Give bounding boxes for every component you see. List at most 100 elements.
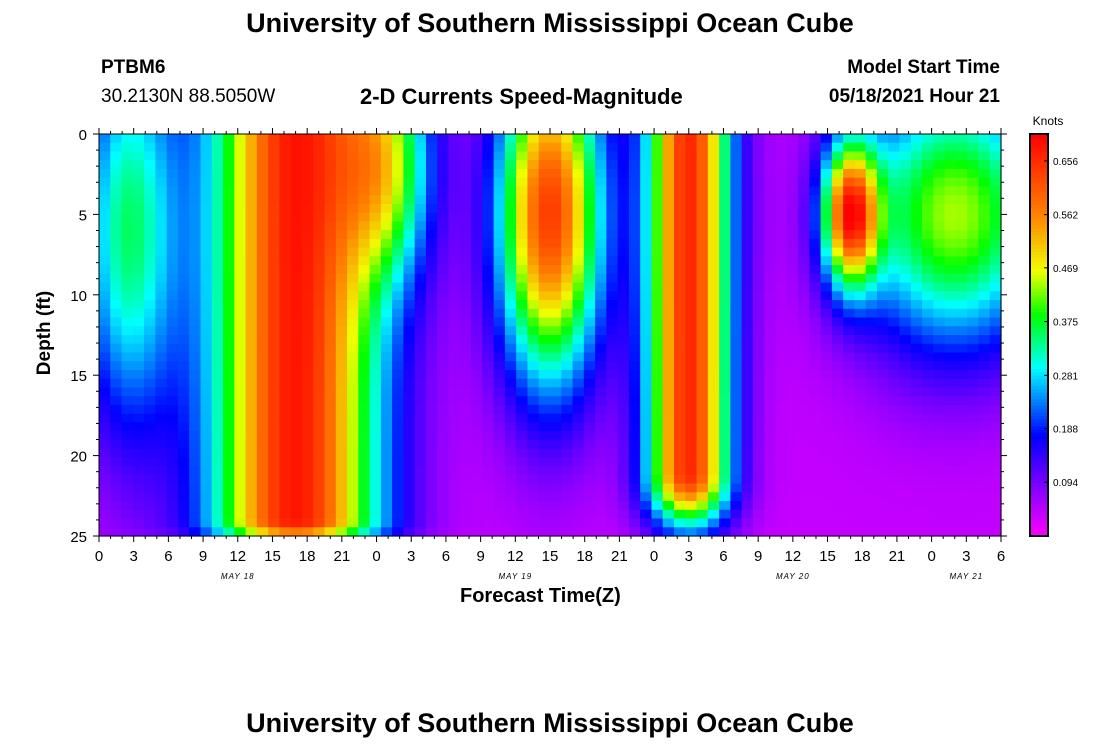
heatmap-cell — [167, 422, 179, 431]
heatmap-cell — [584, 151, 596, 160]
heatmap-cell — [178, 300, 190, 309]
heatmap-cell — [325, 204, 337, 213]
heatmap-cell — [539, 519, 551, 528]
heatmap-cell — [200, 213, 212, 222]
heatmap-cell — [403, 370, 415, 379]
day-label: MAY 18 — [221, 572, 255, 581]
heatmap-cell — [606, 422, 618, 431]
heatmap-cell — [403, 169, 415, 178]
heatmap-cell — [922, 414, 934, 423]
heatmap-cell — [325, 510, 337, 519]
heatmap-cell — [776, 414, 788, 423]
heatmap-cell — [809, 414, 821, 423]
heatmap-cell — [651, 484, 663, 493]
heatmap-cell — [573, 309, 585, 318]
heatmap-cell — [787, 370, 799, 379]
heatmap-cell — [471, 221, 483, 230]
heatmap-cell — [843, 422, 855, 431]
heatmap-cell — [325, 221, 337, 230]
heatmap-cell — [257, 143, 269, 152]
heatmap-cell — [178, 326, 190, 335]
heatmap-cell — [866, 256, 878, 265]
heatmap-cell — [606, 221, 618, 230]
heatmap-cell — [268, 449, 280, 458]
heatmap-cell — [279, 291, 291, 300]
day-label: MAY 20 — [776, 572, 810, 581]
heatmap-cell — [212, 230, 224, 239]
heatmap-cell — [122, 160, 134, 169]
heatmap-cell — [730, 326, 742, 335]
heatmap-cell — [956, 274, 968, 283]
heatmap-cell — [178, 466, 190, 475]
heatmap-cell — [753, 422, 765, 431]
heatmap-cell — [325, 283, 337, 292]
heatmap-cell — [606, 414, 618, 423]
heatmap-cell — [809, 195, 821, 204]
heatmap-cell — [787, 510, 799, 519]
heatmap-cell — [561, 370, 573, 379]
heatmap-cell — [200, 160, 212, 169]
heatmap-cell — [753, 431, 765, 440]
heatmap-cell — [945, 440, 957, 449]
heatmap-cell — [809, 291, 821, 300]
heatmap-cell — [223, 326, 235, 335]
heatmap-cell — [606, 527, 618, 536]
heatmap-cell — [403, 501, 415, 510]
heatmap-cell — [155, 519, 167, 528]
heatmap-cell — [877, 239, 889, 248]
heatmap-cell — [223, 318, 235, 327]
heatmap-cell — [437, 501, 449, 510]
heatmap-cell — [809, 326, 821, 335]
heatmap-cell — [685, 283, 697, 292]
heatmap-cell — [584, 501, 596, 510]
heatmap-cell — [223, 396, 235, 405]
heatmap-cell — [809, 160, 821, 169]
heatmap-cell — [415, 370, 427, 379]
heatmap-cell — [370, 160, 382, 169]
heatmap-cell — [719, 300, 731, 309]
heatmap-cell — [651, 326, 663, 335]
heatmap-cell — [595, 239, 607, 248]
heatmap-cell — [178, 396, 190, 405]
heatmap-cell — [584, 519, 596, 528]
heatmap-cell — [223, 230, 235, 239]
heatmap-cell — [246, 475, 258, 484]
heatmap-cell — [336, 492, 348, 501]
heatmap-cell — [110, 256, 122, 265]
heatmap-cell — [539, 414, 551, 423]
heatmap-cell — [651, 492, 663, 501]
heatmap-cell — [888, 274, 900, 283]
heatmap-cell — [550, 361, 562, 370]
heatmap-cell — [122, 151, 134, 160]
heatmap-cell — [155, 248, 167, 257]
heatmap-cell — [990, 440, 1002, 449]
heatmap-cell — [516, 274, 528, 283]
heatmap-cell — [900, 230, 912, 239]
heatmap-cell — [843, 195, 855, 204]
heatmap-cell — [640, 379, 652, 388]
heatmap-cell — [494, 256, 506, 265]
heatmap-cell — [505, 309, 517, 318]
heatmap-cell — [584, 379, 596, 388]
heatmap-cell — [482, 527, 494, 536]
heatmap-cell — [505, 239, 517, 248]
heatmap-cell — [764, 186, 776, 195]
heatmap-cell — [550, 134, 562, 143]
heatmap-cell — [618, 134, 630, 143]
heatmap-cell — [347, 396, 359, 405]
heatmap-cell — [268, 230, 280, 239]
heatmap-cell — [189, 160, 201, 169]
heatmap-cell — [900, 143, 912, 152]
heatmap-cell — [877, 352, 889, 361]
heatmap-cell — [471, 160, 483, 169]
heatmap-cell — [189, 405, 201, 414]
heatmap-cell — [776, 248, 788, 257]
heatmap-cell — [246, 256, 258, 265]
heatmap-cell — [471, 475, 483, 484]
heatmap-cell — [370, 475, 382, 484]
heatmap-cell — [505, 221, 517, 230]
colorbar-tick-label: 0.188 — [1053, 424, 1078, 435]
heatmap-cell — [967, 186, 979, 195]
heatmap-cell — [99, 151, 111, 160]
heatmap-cell — [651, 169, 663, 178]
